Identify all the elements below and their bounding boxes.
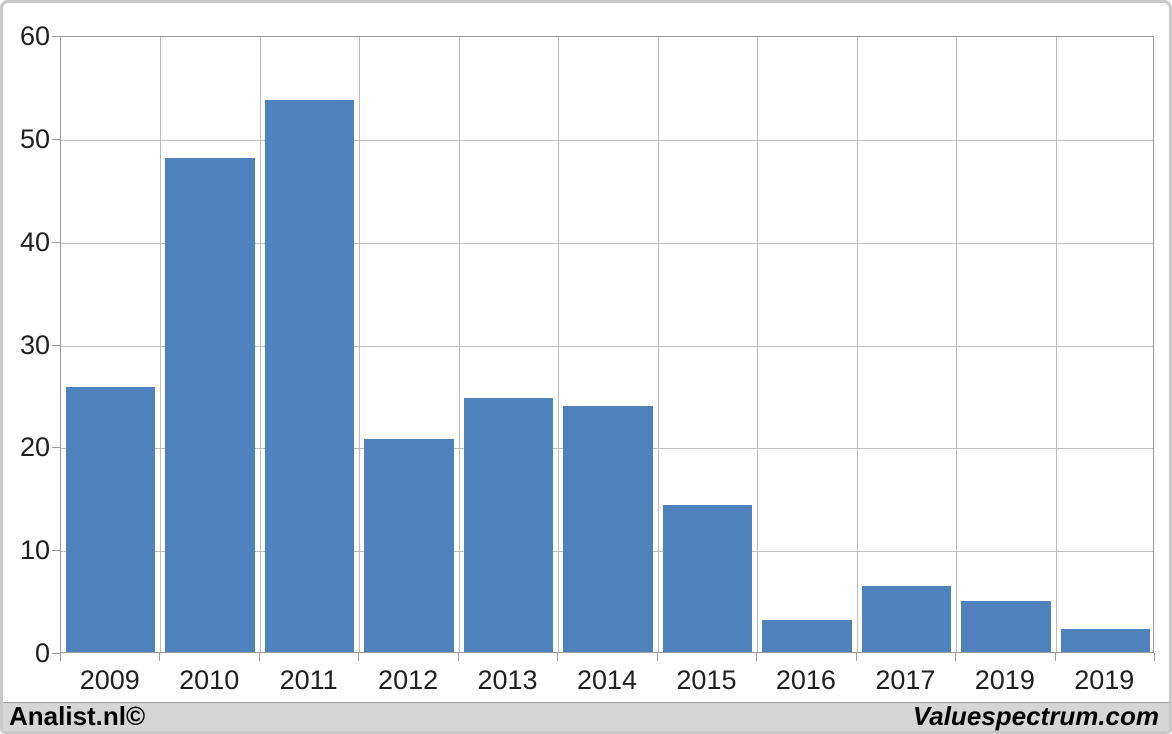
x-tick-1 [159, 653, 161, 661]
x-tick-7 [756, 653, 758, 661]
gridline-v-3 [359, 37, 361, 652]
x-tick-8 [855, 653, 857, 661]
x-tick-3 [358, 653, 360, 661]
x-axis-label-5: 2014 [576, 665, 638, 695]
y-axis-label-40: 40 [19, 226, 50, 257]
y-axis-label-60: 60 [19, 21, 50, 51]
y-axis-label-30: 30 [19, 329, 50, 360]
gridline-v-2 [259, 37, 261, 652]
x-axis-label-6: 2015 [676, 665, 737, 695]
x-tick-2 [258, 653, 260, 661]
bar-2014-5 [563, 406, 653, 652]
footer-brand-valuespectrum: Valuespectrum.com [912, 700, 1159, 731]
x-tick-6 [656, 653, 658, 661]
gridline-h-30 [61, 345, 1153, 347]
x-axis-label-3: 2012 [378, 665, 439, 695]
x-axis-label-7: 2016 [775, 665, 836, 695]
plot-area [60, 36, 1154, 653]
bar-2019-9 [961, 600, 1051, 652]
gridline-v-4 [458, 37, 460, 652]
x-axis-label-9: 2019 [974, 665, 1035, 695]
y-axis-label-0: 0 [34, 638, 50, 668]
y-tick-10 [52, 550, 60, 552]
y-tick-0 [52, 653, 60, 654]
footer-bar: Analist.nl© Valuespectrum.com [3, 700, 1169, 731]
bar-2012-3 [364, 439, 454, 652]
bar-2015-6 [662, 504, 753, 652]
bar-2011-2 [264, 99, 355, 652]
x-axis-label-4: 2013 [477, 665, 538, 695]
gridline-v-8 [856, 37, 858, 652]
bar-2010-1 [165, 158, 255, 652]
x-tick-10 [1054, 653, 1056, 661]
y-tick-30 [52, 344, 60, 346]
x-tick-9 [955, 653, 957, 661]
x-axis-label-1: 2010 [179, 665, 240, 695]
x-tick-0 [60, 653, 61, 661]
x-axis-label-8: 2017 [875, 665, 936, 695]
x-tick-4 [457, 653, 459, 661]
bar-2009-0 [66, 386, 156, 652]
y-tick-40 [52, 241, 60, 243]
gridline-v-5 [558, 37, 560, 652]
gridline-v-9 [956, 37, 958, 652]
y-tick-50 [52, 138, 60, 140]
x-axis-label-2: 2011 [279, 665, 338, 695]
y-axis-label-20: 20 [19, 432, 50, 463]
x-tick-5 [557, 653, 559, 661]
y-axis-label-10: 10 [19, 535, 50, 566]
y-tick-60 [52, 36, 60, 37]
gridline-v-10 [1055, 37, 1057, 652]
y-axis-label-50: 50 [19, 123, 50, 154]
bar-2017-8 [861, 586, 952, 652]
bar-2019-10 [1060, 629, 1150, 652]
gridline-h-50 [61, 139, 1153, 141]
bar-2013-4 [463, 398, 554, 652]
x-tick-11 [1154, 653, 1155, 661]
gridline-v-6 [657, 37, 659, 652]
footer-brand-analist: Analist.nl© [9, 700, 146, 731]
y-tick-20 [52, 447, 60, 449]
gridline-v-7 [757, 37, 759, 652]
bar-2016-7 [762, 620, 852, 652]
gridline-v-1 [160, 37, 162, 652]
gridline-h-40 [61, 242, 1153, 244]
x-axis-label-10: 2019 [1074, 665, 1135, 695]
x-axis-label-0: 2009 [79, 665, 140, 695]
